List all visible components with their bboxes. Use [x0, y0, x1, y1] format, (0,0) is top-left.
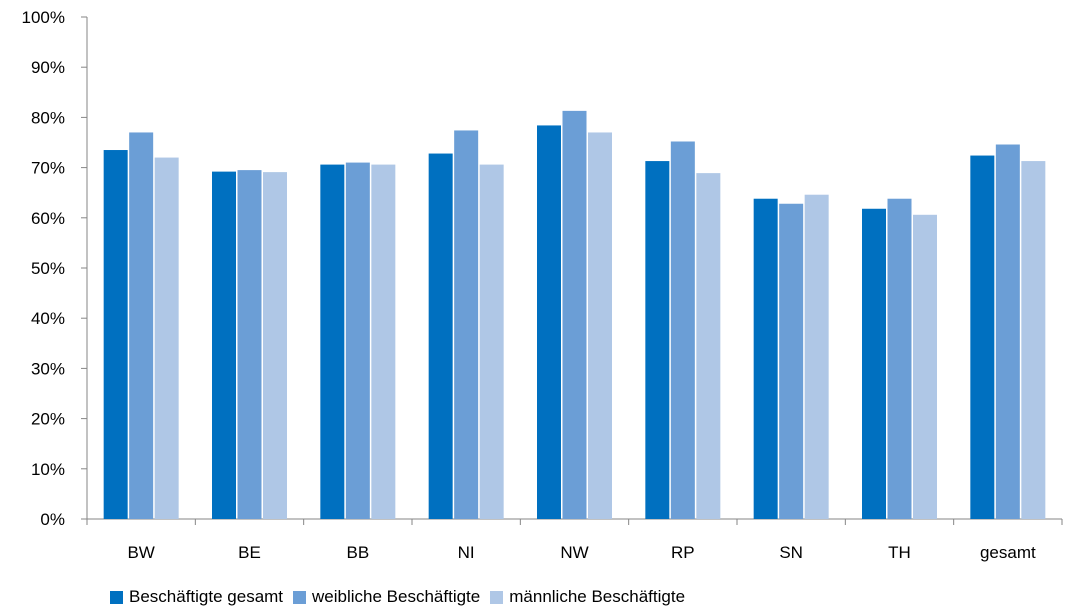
bar-chart-svg: 0% 10% 20% 30% 40% 50% 60% 70% 80% 90% 100% BW BE BB N…: [22, 8, 1063, 562]
legend-item-weibliche-beschaeftigte: weibliche Beschäftigte: [293, 587, 480, 607]
bar-th-weibliche-beschaeftigte: [887, 198, 912, 519]
x-tick-label: NI: [458, 543, 475, 562]
bar-th-maennliche-beschaeftigte: [913, 214, 937, 519]
bar-sn-maennliche-beschaeftigte: [804, 194, 829, 519]
y-tick-label: 10%: [31, 460, 65, 479]
bar-bb-beschaeftigte-gesamt: [320, 164, 345, 519]
legend-item-beschaeftigte-gesamt: Beschäftigte gesamt: [110, 587, 283, 607]
bar-be-maennliche-beschaeftigte: [263, 172, 287, 520]
bar-rp-maennliche-beschaeftigte: [696, 173, 721, 519]
bar-bb-maennliche-beschaeftigte: [371, 164, 396, 519]
y-tick-label: 100%: [22, 8, 65, 27]
legend-item-maennliche-beschaeftigte: männliche Beschäftigte: [490, 587, 685, 607]
x-tick-label: SN: [779, 543, 803, 562]
y-tick-label: 60%: [31, 209, 65, 228]
y-tick-label: 80%: [31, 108, 65, 127]
x-tick-label: BE: [238, 543, 261, 562]
y-tick-label: 90%: [31, 58, 65, 77]
bar-sn-weibliche-beschaeftigte: [779, 203, 804, 519]
y-tick-label: 30%: [31, 359, 65, 378]
bar-bw-weibliche-beschaeftigte: [129, 132, 154, 519]
y-tick-label: 20%: [31, 410, 65, 429]
x-tick-label: TH: [888, 543, 911, 562]
bar-nw-maennliche-beschaeftigte: [588, 132, 612, 519]
bar-th-beschaeftigte-gesamt: [862, 208, 886, 519]
bar-ni-maennliche-beschaeftigte: [479, 164, 504, 519]
x-tick-label: NW: [560, 543, 588, 562]
legend-label-weibliche-beschaeftigte: weibliche Beschäftigte: [312, 587, 481, 606]
y-tick-label: 40%: [31, 309, 65, 328]
y-tick-label: 50%: [31, 259, 65, 278]
bar-bw-maennliche-beschaeftigte: [154, 157, 179, 519]
x-tick-label: BW: [127, 543, 154, 562]
bar-ni-weibliche-beschaeftigte: [454, 130, 479, 519]
bar-bb-weibliche-beschaeftigte: [345, 162, 370, 519]
x-tick-label: gesamt: [980, 543, 1036, 562]
bar-ni-beschaeftigte-gesamt: [428, 153, 453, 519]
bar-gesamt-maennliche-beschaeftigte: [1021, 161, 1046, 519]
legend-label-maennliche-beschaeftigte: männliche Beschäftigte: [509, 587, 686, 606]
bar-sn-beschaeftigte-gesamt: [753, 198, 778, 519]
legend: Beschäftigte gesamt weibliche Beschäftig…: [110, 585, 695, 609]
x-tick-label: RP: [671, 543, 695, 562]
bar-be-weibliche-beschaeftigte: [237, 170, 262, 520]
bar-gesamt-beschaeftigte-gesamt: [970, 155, 995, 519]
bar-be-beschaeftigte-gesamt: [212, 171, 236, 519]
legend-swatch-beschaeftigte-gesamt: [110, 590, 123, 604]
bar-nw-weibliche-beschaeftigte: [562, 110, 587, 520]
bar-gesamt-weibliche-beschaeftigte: [995, 144, 1020, 519]
legend-swatch-weibliche-beschaeftigte: [293, 590, 307, 604]
y-tick-label: 0%: [40, 510, 65, 529]
legend-swatch-maennliche-beschaeftigte: [490, 590, 504, 604]
bar-bw-beschaeftigte-gesamt: [103, 150, 128, 519]
legend-label-beschaeftigte-gesamt: Beschäftigte gesamt: [129, 587, 284, 606]
bar-rp-beschaeftigte-gesamt: [645, 161, 670, 519]
bar-nw-beschaeftigte-gesamt: [537, 125, 561, 519]
bar-rp-weibliche-beschaeftigte: [670, 141, 695, 519]
y-tick-label: 70%: [31, 159, 65, 178]
x-tick-label: BB: [346, 543, 369, 562]
